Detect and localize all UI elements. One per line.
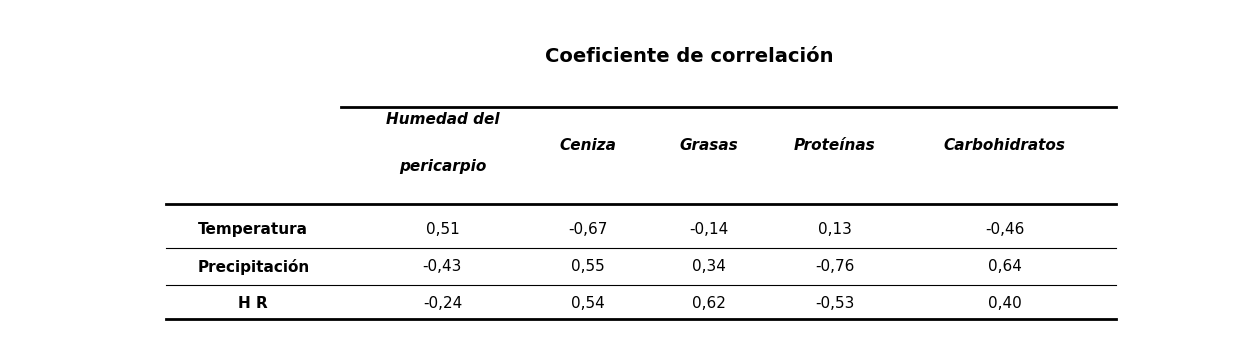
Text: Humedad del: Humedad del bbox=[385, 112, 499, 127]
Text: pericarpio: pericarpio bbox=[399, 160, 487, 175]
Text: Ceniza: Ceniza bbox=[559, 138, 617, 153]
Text: 0,62: 0,62 bbox=[692, 296, 726, 311]
Text: 0,54: 0,54 bbox=[570, 296, 604, 311]
Text: -0,14: -0,14 bbox=[689, 222, 728, 237]
Text: 0,40: 0,40 bbox=[988, 296, 1022, 311]
Text: 0,51: 0,51 bbox=[425, 222, 459, 237]
Text: Proteínas: Proteínas bbox=[794, 138, 876, 153]
Text: 0,64: 0,64 bbox=[988, 259, 1022, 274]
Text: 0,34: 0,34 bbox=[692, 259, 726, 274]
Text: -0,46: -0,46 bbox=[985, 222, 1025, 237]
Text: -0,24: -0,24 bbox=[423, 296, 462, 311]
Text: 0,13: 0,13 bbox=[818, 222, 852, 237]
Text: -0,43: -0,43 bbox=[423, 259, 462, 274]
Text: Carbohidratos: Carbohidratos bbox=[943, 138, 1066, 153]
Text: H R: H R bbox=[239, 296, 268, 311]
Text: Precipitación: Precipitación bbox=[198, 259, 309, 275]
Text: 0,55: 0,55 bbox=[570, 259, 604, 274]
Text: -0,67: -0,67 bbox=[568, 222, 608, 237]
Text: Grasas: Grasas bbox=[679, 138, 738, 153]
Text: -0,76: -0,76 bbox=[816, 259, 854, 274]
Text: Coeficiente de correlación: Coeficiente de correlación bbox=[545, 47, 834, 66]
Text: -0,53: -0,53 bbox=[816, 296, 854, 311]
Text: Temperatura: Temperatura bbox=[199, 222, 308, 237]
